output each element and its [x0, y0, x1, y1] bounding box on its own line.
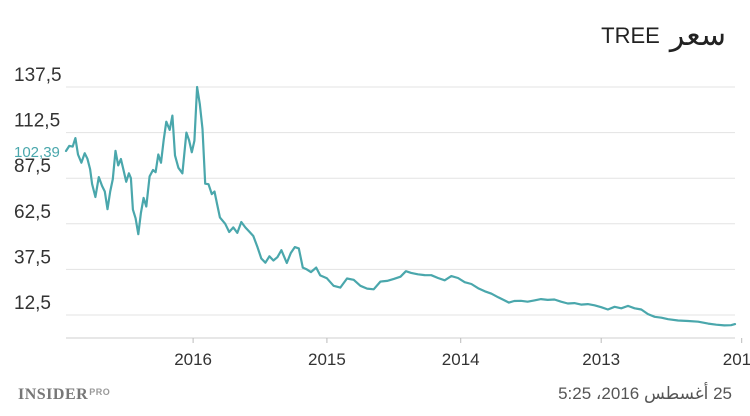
y-axis-labels: 12,5 37,5 62,5 87,5 112,5 137,5 — [14, 65, 62, 314]
timestamp: 25 أغسطس 2016، 5:25 — [558, 384, 732, 403]
series-group: 102,39 — [14, 85, 737, 327]
x-tick-label: 2015 — [308, 350, 346, 369]
chart-title: سعر TREE — [601, 16, 726, 56]
title-symbol: TREE — [601, 23, 660, 48]
brand-suffix: PRO — [89, 387, 111, 397]
x-tick-label: 2014 — [442, 350, 480, 369]
insider-pro-logo[interactable]: INSIDER PRO — [18, 386, 110, 404]
x-tick-label: 2016 — [174, 350, 212, 369]
title-arabic: سعر — [669, 19, 726, 52]
chart-grid — [66, 86, 735, 339]
current-value-label: 102,39 — [14, 144, 60, 161]
y-tick-label: 62,5 — [14, 202, 51, 223]
x-axis-labels: 2016 2015 2014 2013 2012 — [174, 338, 750, 369]
x-tick-label: 2013 — [582, 350, 620, 369]
y-tick-label: 137,5 — [14, 65, 62, 86]
x-tick-label: 2012 — [723, 350, 750, 369]
brand-name: INSIDER — [18, 386, 89, 403]
y-tick-label: 12,5 — [14, 293, 51, 314]
y-tick-label: 87,5 — [14, 156, 51, 177]
series-line-tree — [64, 85, 737, 327]
y-tick-label: 112,5 — [14, 111, 60, 132]
y-tick-label: 37,5 — [14, 247, 51, 268]
